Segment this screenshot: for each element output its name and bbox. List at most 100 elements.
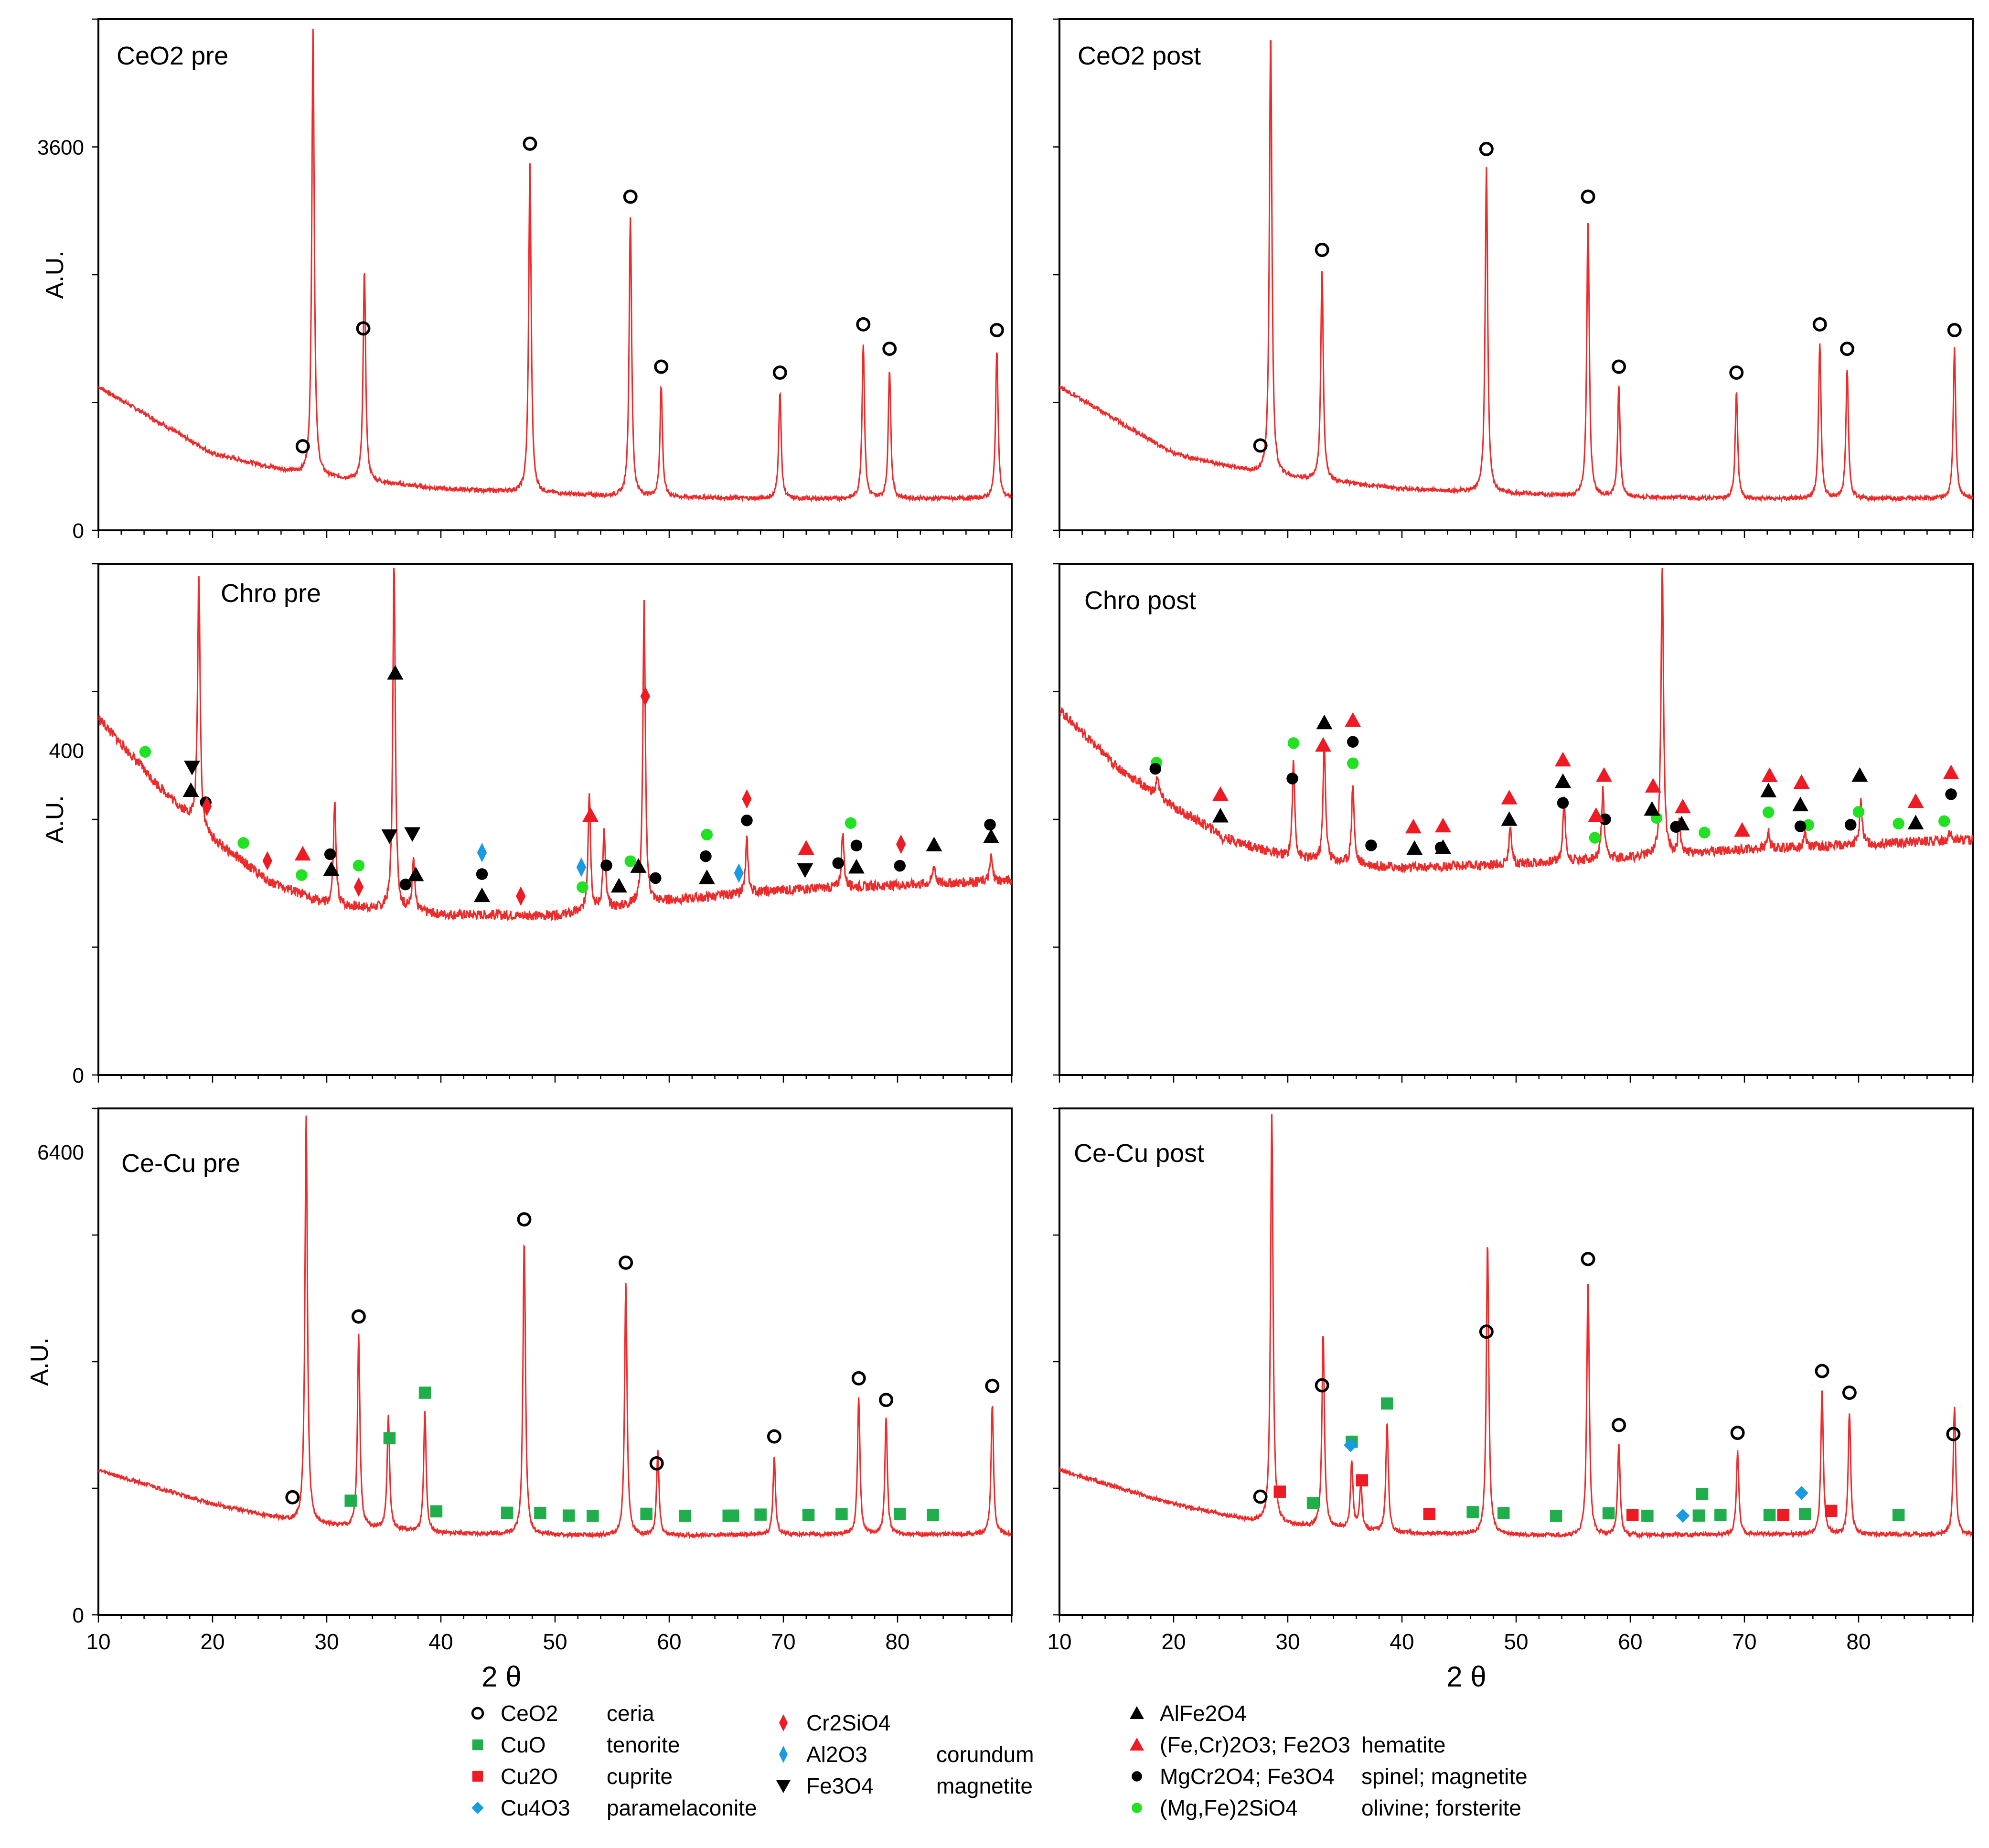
alfe2o4-marker xyxy=(387,665,404,680)
ceria-marker xyxy=(767,1429,781,1444)
panel-title: Chro pre xyxy=(221,579,321,608)
legend-item-cr2sio4: Cr2SiO4 xyxy=(769,1708,890,1738)
alfe2o4-marker xyxy=(1673,816,1690,831)
y-tick-marks xyxy=(1053,563,1059,1076)
ceria-marker xyxy=(1581,1252,1595,1267)
x-tick-label: 50 xyxy=(543,1629,567,1654)
tenorite-marker xyxy=(344,1494,357,1507)
tenorite-marker xyxy=(1497,1507,1510,1519)
spinel-swatch xyxy=(1132,1771,1142,1782)
olivine-marker xyxy=(1938,815,1950,827)
panel-title: Chro post xyxy=(1084,586,1196,615)
alfe2o4-marker xyxy=(1406,840,1423,855)
ceria-marker xyxy=(985,1378,1000,1393)
spinel-marker xyxy=(984,818,996,831)
alfe2o4-marker xyxy=(407,866,424,881)
hematite-marker xyxy=(1943,764,1959,779)
ceria-marker xyxy=(1729,365,1744,380)
alfe2o4-marker xyxy=(323,861,340,876)
phase-markers xyxy=(1149,712,1959,855)
hematite-marker xyxy=(582,807,599,822)
ceria-marker xyxy=(1253,438,1268,453)
legend-name: spinel; magnetite xyxy=(1361,1764,1528,1789)
y-tick-label: 400 xyxy=(49,740,84,763)
x-tick-marks xyxy=(1059,1075,1974,1083)
x-tick-label: 70 xyxy=(1732,1629,1756,1654)
tenorite-marker xyxy=(835,1508,848,1521)
tenorite-marker xyxy=(1306,1497,1319,1509)
alfe2o4-marker xyxy=(630,858,647,873)
trace-line xyxy=(98,1115,1012,1539)
alfe2o4-swatch xyxy=(1130,1706,1144,1719)
alfe2o4-marker xyxy=(1644,801,1660,816)
x-tick-label: 40 xyxy=(428,1629,453,1654)
legend-item-hematite: (Fe,Cr)2O3; Fe2O3 hematite xyxy=(1123,1730,1445,1760)
x-tick-label: 20 xyxy=(1161,1629,1186,1654)
x-tick-marks xyxy=(97,530,1013,538)
legend-formula: CuO xyxy=(501,1732,546,1757)
ceria-marker xyxy=(623,189,638,204)
x-tick-label: 50 xyxy=(1504,1629,1528,1654)
legend-item-tenorite: CuO tenorite xyxy=(463,1730,680,1760)
cuprite-marker xyxy=(1273,1485,1286,1498)
legend-item-magnetite: Fe3O4 magnetite xyxy=(769,1771,1033,1801)
panel-chro-post: Chro post xyxy=(1053,563,1974,1083)
hematite-marker xyxy=(1501,790,1518,805)
tenorite-marker xyxy=(587,1509,599,1522)
y-tick-marks: 0 6400 xyxy=(37,1107,98,1627)
y-tick-label: 0 xyxy=(73,519,84,543)
legend-item-alfe2o4: AlFe2O4 xyxy=(1123,1698,1247,1728)
panel-title: CeO2 post xyxy=(1078,42,1201,70)
cuprite-marker xyxy=(1777,1509,1790,1521)
trace-line xyxy=(1059,40,1973,503)
magnetite-marker xyxy=(404,827,421,842)
hematite-marker xyxy=(1596,767,1613,782)
panel-cecu-pre: 10 20 30 40 50 60 70 80 0 6400 Ce-Cu pre A.U. 2 … xyxy=(26,1107,1013,1693)
olivine-symbol-icon xyxy=(1132,1803,1142,1813)
ceria-marker xyxy=(1946,1427,1961,1441)
ceria-marker xyxy=(1842,1386,1857,1400)
ceria-marker xyxy=(351,1309,366,1324)
spinel-marker xyxy=(324,848,336,860)
y-tick-marks: 0 3600 xyxy=(37,18,98,543)
tenorite-marker xyxy=(1892,1509,1905,1522)
ceria-marker xyxy=(989,322,1004,337)
olivine-marker xyxy=(1893,817,1904,830)
x-tick-label: 70 xyxy=(771,1629,795,1654)
hematite-swatch xyxy=(1130,1738,1144,1751)
legend-formula: (Fe,Cr)2O3; Fe2O3 xyxy=(1160,1732,1350,1757)
ceria-swatch xyxy=(471,1707,484,1720)
magnetite-swatch xyxy=(776,1780,791,1793)
hematite-marker xyxy=(1435,817,1452,833)
tenorite-marker xyxy=(1692,1509,1705,1522)
ceria-marker xyxy=(285,1490,300,1504)
trace-line xyxy=(1059,568,1973,874)
magnetite-marker xyxy=(183,761,200,775)
spinel-marker xyxy=(476,868,488,880)
spinel-marker xyxy=(1149,763,1161,775)
legend-name: tenorite xyxy=(607,1732,680,1757)
tenorite-marker xyxy=(894,1507,906,1520)
trace-line xyxy=(98,568,1012,922)
legend-formula: Fe3O4 xyxy=(806,1773,874,1798)
hematite-marker xyxy=(1588,807,1604,822)
x-tick-label: 30 xyxy=(1275,1629,1300,1654)
magnetite-marker xyxy=(381,829,398,844)
phase-markers xyxy=(285,1212,1000,1522)
alfe2o4-marker xyxy=(1851,767,1868,782)
olivine-marker xyxy=(1762,806,1775,818)
y-tick-label: 6400 xyxy=(37,1141,84,1164)
hematite-marker xyxy=(1761,767,1778,782)
x-tick-label: 80 xyxy=(885,1629,909,1654)
olivine-marker xyxy=(139,746,151,758)
panel-title: Ce-Cu post xyxy=(1074,1139,1204,1168)
olivine-marker xyxy=(1589,832,1601,844)
legend-item-ceria: CeO2 ceria xyxy=(463,1698,654,1728)
legend-formula: CeO2 xyxy=(501,1701,558,1726)
tenorite-marker xyxy=(1466,1506,1479,1518)
x-tick-label: 10 xyxy=(86,1629,110,1654)
x-tick-label: 60 xyxy=(1618,1629,1642,1654)
alfe2o4-marker xyxy=(1501,811,1518,826)
alfe2o4-marker xyxy=(1792,796,1809,812)
cr2sio4-marker xyxy=(516,886,526,906)
